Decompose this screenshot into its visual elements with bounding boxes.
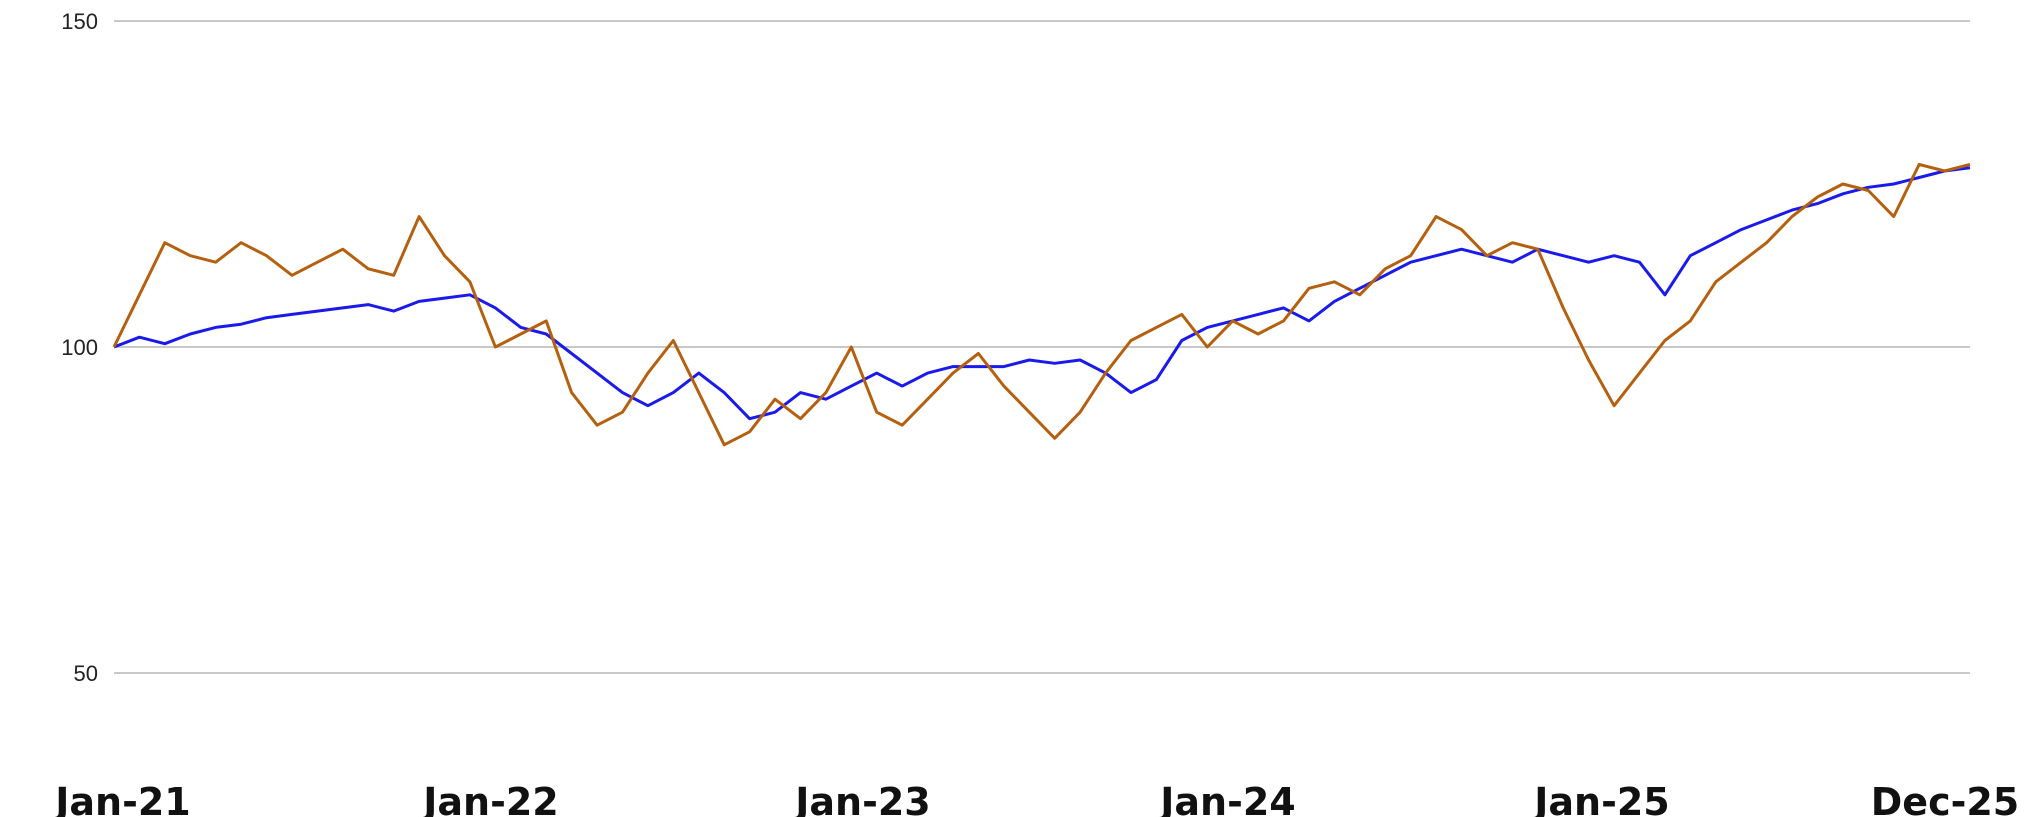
y-tick-label-50: 50 bbox=[74, 661, 98, 686]
y-tick-label-100: 100 bbox=[61, 335, 98, 360]
x-tick-label-jan-22: Jan-22 bbox=[420, 780, 559, 817]
x-axis-ticks: Jan-21 Jan-22 Jan-23 Jan-24 Jan-25 Dec-2… bbox=[52, 780, 2019, 817]
x-tick-label-dec-25: Dec-25 bbox=[1871, 780, 2020, 817]
gridlines bbox=[114, 20, 1970, 674]
y-tick-label-150: 150 bbox=[61, 9, 98, 34]
x-tick-label-jan-24: Jan-24 bbox=[1157, 780, 1296, 817]
series-line-2 bbox=[112, 162, 1971, 447]
x-tick-label-jan-21: Jan-21 bbox=[52, 780, 191, 817]
series-line-1 bbox=[113, 166, 1971, 421]
x-tick-label-jan-25: Jan-25 bbox=[1531, 780, 1670, 817]
x-tick-label-jan-23: Jan-23 bbox=[792, 780, 931, 817]
y-axis-ticks: 150 100 50 bbox=[61, 9, 98, 686]
series bbox=[112, 162, 1971, 447]
